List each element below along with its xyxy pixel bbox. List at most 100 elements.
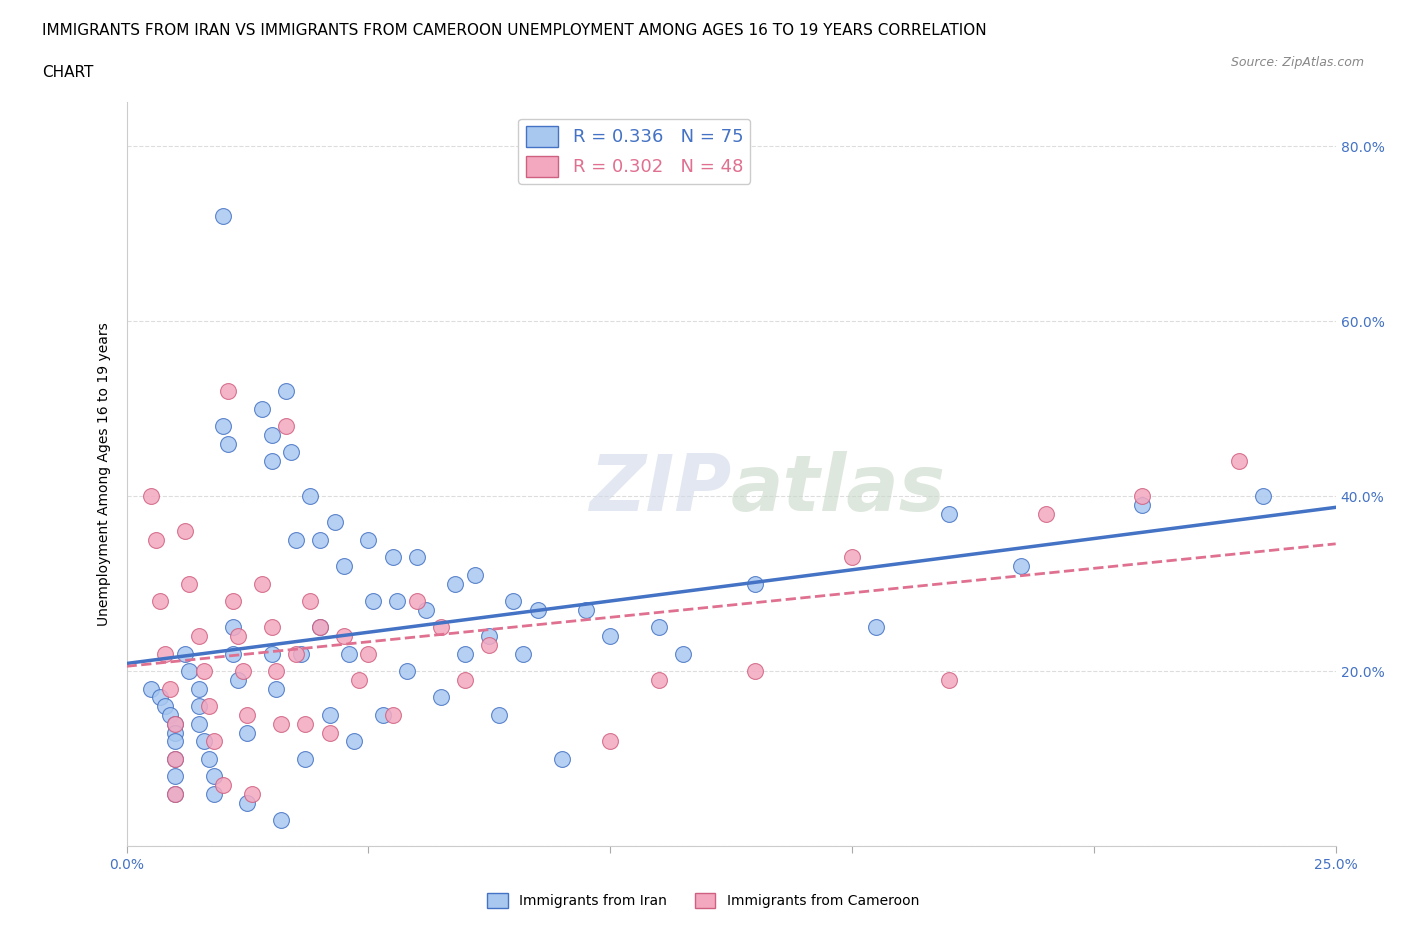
Text: CHART: CHART [42, 65, 94, 80]
Point [188, 629, 211, 644]
Point [145, 533, 167, 548]
Point [333, 629, 356, 644]
Point [149, 690, 172, 705]
Point [337, 646, 360, 661]
Point [381, 708, 404, 723]
Point [1130, 489, 1153, 504]
Point [179, 577, 201, 591]
Point [430, 690, 453, 705]
Point [744, 577, 766, 591]
Point [299, 489, 322, 504]
Point [294, 751, 316, 766]
Point [647, 620, 669, 635]
Point [357, 533, 380, 548]
Point [381, 550, 404, 565]
Point [343, 734, 366, 749]
Point [159, 708, 181, 723]
Point [415, 603, 437, 618]
Point [212, 777, 235, 792]
Point [163, 787, 186, 802]
Point [502, 593, 524, 608]
Point [202, 787, 225, 802]
Point [212, 208, 235, 223]
Point [155, 646, 177, 661]
Point [309, 620, 332, 635]
Point [163, 716, 186, 731]
Point [202, 734, 225, 749]
Point [240, 787, 263, 802]
Point [276, 418, 298, 433]
Point [318, 708, 340, 723]
Point [173, 646, 195, 661]
Point [250, 401, 273, 416]
Point [163, 734, 186, 749]
Point [938, 506, 960, 521]
Point [163, 751, 186, 766]
Point [188, 698, 211, 713]
Point [222, 593, 245, 608]
Point [1010, 559, 1032, 574]
Point [575, 603, 598, 618]
Point [333, 559, 356, 574]
Point [173, 524, 195, 538]
Point [865, 620, 887, 635]
Point [551, 751, 574, 766]
Point [405, 593, 427, 608]
Point [188, 682, 211, 697]
Text: IMMIGRANTS FROM IRAN VS IMMIGRANTS FROM CAMEROON UNEMPLOYMENT AMONG AGES 16 TO 1: IMMIGRANTS FROM IRAN VS IMMIGRANTS FROM … [42, 23, 987, 38]
Point [139, 489, 162, 504]
Text: Source: ZipAtlas.com: Source: ZipAtlas.com [1230, 56, 1364, 69]
Point [1130, 498, 1153, 512]
Point [290, 646, 312, 661]
Point [464, 567, 486, 582]
Legend: R = 0.336   N = 75, R = 0.302   N = 48: R = 0.336 N = 75, R = 0.302 N = 48 [519, 119, 751, 184]
Point [222, 646, 245, 661]
Point [163, 769, 186, 784]
Point [266, 682, 288, 697]
Point [396, 664, 419, 679]
Point [841, 550, 863, 565]
Point [526, 603, 548, 618]
Point [197, 751, 219, 766]
Point [599, 629, 621, 644]
Point [155, 698, 177, 713]
Point [266, 664, 288, 679]
Point [226, 629, 249, 644]
Point [260, 454, 283, 469]
Point [193, 734, 215, 749]
Point [512, 646, 534, 661]
Point [478, 629, 501, 644]
Point [250, 577, 273, 591]
Point [270, 716, 292, 731]
Point [599, 734, 621, 749]
Point [323, 515, 346, 530]
Point [188, 716, 211, 731]
Point [361, 593, 384, 608]
Point [212, 418, 235, 433]
Text: atlas: atlas [731, 451, 946, 527]
Point [672, 646, 695, 661]
Point [387, 593, 409, 608]
Point [236, 725, 259, 740]
Point [1035, 506, 1057, 521]
Point [284, 646, 307, 661]
Point [217, 436, 239, 451]
Point [488, 708, 510, 723]
Point [226, 672, 249, 687]
Point [357, 646, 380, 661]
Point [236, 708, 259, 723]
Point [193, 664, 215, 679]
Point [270, 813, 292, 828]
Point [347, 672, 370, 687]
Point [202, 769, 225, 784]
Y-axis label: Unemployment Among Ages 16 to 19 years: Unemployment Among Ages 16 to 19 years [97, 323, 111, 626]
Point [294, 716, 316, 731]
Point [405, 550, 427, 565]
Point [260, 428, 283, 443]
Point [744, 664, 766, 679]
Point [139, 682, 162, 697]
Point [163, 716, 186, 731]
Point [179, 664, 201, 679]
Point [647, 672, 669, 687]
Point [163, 787, 186, 802]
